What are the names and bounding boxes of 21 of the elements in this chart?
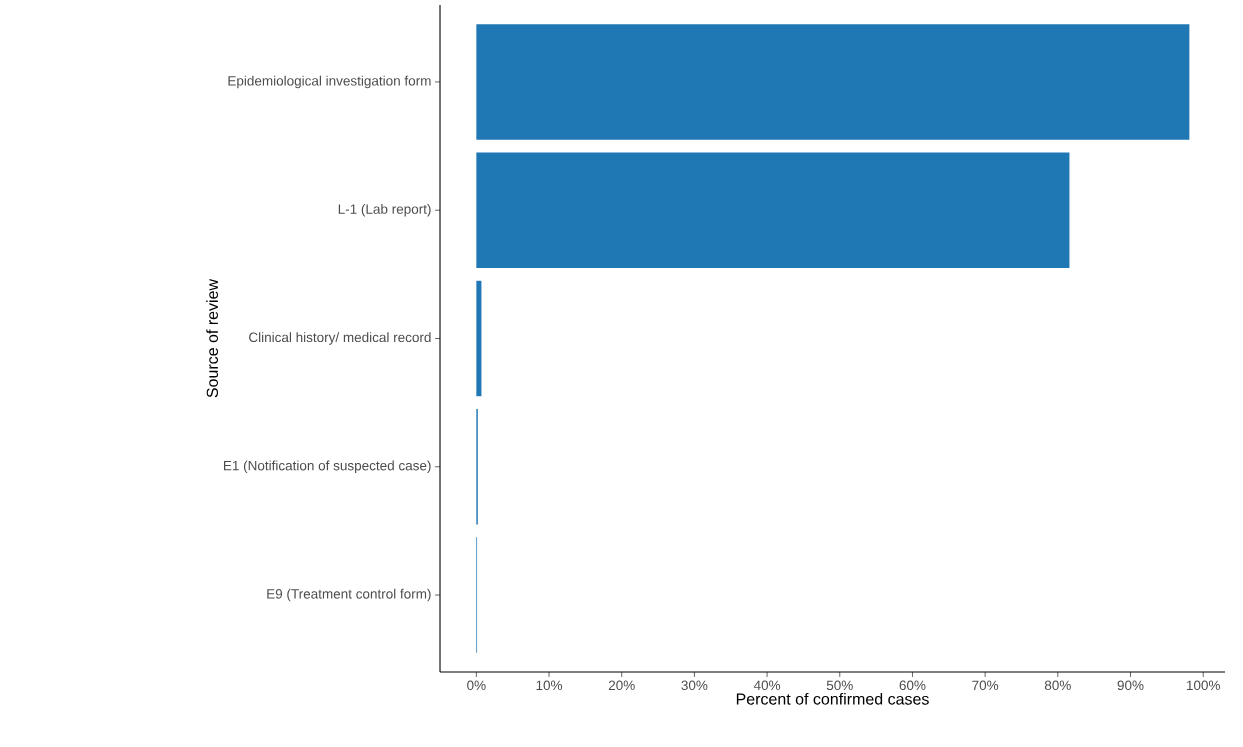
y-tick-label: L-1 (Lab report) — [338, 203, 431, 217]
x-tick-label: 10% — [536, 680, 563, 691]
x-tick-label: 100% — [1186, 680, 1220, 691]
x-tick-label: 80% — [1044, 680, 1071, 691]
y-tick-label: Clinical history/ medical record — [249, 332, 431, 345]
y-tick-label: Epidemiological investigation form — [228, 75, 431, 89]
bar — [476, 24, 1190, 140]
y-axis-title: Source of review — [206, 278, 218, 398]
x-tick-label: 30% — [681, 680, 708, 691]
x-tick-label: 90% — [1117, 680, 1144, 691]
x-tick-label: 50% — [826, 680, 853, 691]
x-tick-label: 0% — [467, 680, 486, 691]
x-tick-label: 60% — [899, 680, 926, 691]
bar — [476, 152, 1070, 268]
x-tick-label: 40% — [753, 680, 781, 691]
x-axis-title: Percent of confirmed cases — [736, 692, 929, 705]
x-tick-label: 70% — [972, 680, 999, 691]
x-tick-label: 20% — [608, 680, 635, 691]
y-tick-label: E9 (Treatment control form) — [267, 588, 431, 602]
bar — [476, 280, 482, 397]
y-tick-label: E1 (Notification of suspected case) — [223, 460, 431, 474]
